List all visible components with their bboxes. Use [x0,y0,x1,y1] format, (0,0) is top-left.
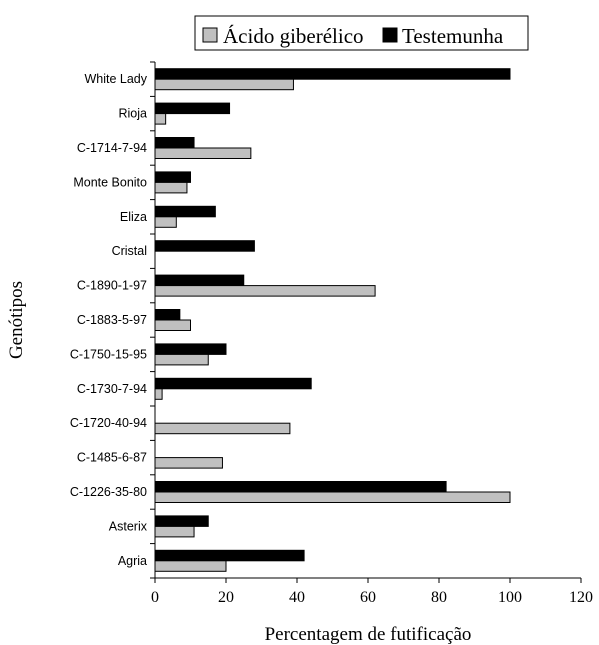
bar-acido-giberelico-c-1720-40-94 [154,422,291,435]
x-tick-label-100: 100 [498,589,522,606]
x-axis-title: Percentagem de futificação [265,624,472,645]
category-label-white-lady: White Lady [84,72,147,86]
category-label-c-1883-5-97: C-1883-5-97 [77,313,147,327]
category-label-c-1890-1-97: C-1890-1-97 [77,279,147,293]
legend: Ácido giberélico Testemunha [194,15,529,51]
x-tick-label-20: 20 [218,589,234,606]
bar-testemunha-c-1714-7-94 [154,137,195,149]
bar-acido-giberelico-c-1730-7-94 [154,388,163,400]
bar-testemunha-agria [154,549,305,562]
bar-testemunha-cristal [154,240,255,252]
bar-acido-giberelico-eliza [154,216,177,228]
category-label-monte-bonito: Monte Bonito [73,175,147,189]
x-tick-label-80: 80 [431,589,447,606]
bar-acido-giberelico-c-1890-1-97 [154,285,376,297]
bar-acido-giberelico-rioja [154,113,167,125]
bar-testemunha-eliza [154,205,216,218]
x-tick-label-60: 60 [360,589,376,606]
legend-label-acido-giberelico: Ácido giberélico [223,24,364,48]
x-tick-label-0: 0 [151,589,159,606]
x-tick-label-40: 40 [289,589,305,606]
bar-testemunha-white-lady [154,68,511,80]
bar-acido-giberelico-c-1883-5-97 [154,319,191,331]
legend-swatch-acido-giberelico [202,27,218,43]
bar-testemunha-c-1226-35-80 [154,481,447,493]
bar-acido-giberelico-agria [154,560,227,572]
bar-testemunha-asterix [154,515,209,527]
bar-testemunha-c-1890-1-97 [154,274,245,287]
category-label-asterix: Asterix [109,519,148,533]
x-tick-label-120: 120 [569,589,593,606]
bar-testemunha-c-1730-7-94 [154,377,312,390]
category-label-c-1485-6-87: C-1485-6-87 [77,451,147,465]
legend-swatch-testemunha [382,27,398,43]
bar-testemunha-monte-bonito [154,171,191,183]
category-label-cristal: Cristal [112,244,147,258]
bars-group [154,68,511,572]
bar-acido-giberelico-c-1714-7-94 [154,147,252,159]
bar-acido-giberelico-white-lady [154,78,294,91]
category-label-c-1730-7-94: C-1730-7-94 [77,382,147,396]
bar-acido-giberelico-c-1750-15-95 [154,353,209,366]
bar-acido-giberelico-c-1226-35-80 [154,491,511,503]
legend-box [194,15,529,51]
x-axis-ticks: 0 20 40 60 80 100 120 [151,578,593,606]
category-label-c-1714-7-94: C-1714-7-94 [77,141,147,155]
legend-label-testemunha: Testemunha [402,24,504,48]
category-label-c-1226-35-80: C-1226-35-80 [70,485,147,499]
bar-testemunha-c-1750-15-95 [154,343,227,355]
category-labels: White Lady Rioja C-1714-7-94 Monte Bonito El… [70,61,155,579]
category-label-eliza: Eliza [120,210,147,224]
category-label-c-1720-40-94: C-1720-40-94 [70,416,147,430]
bar-testemunha-rioja [154,102,231,115]
category-label-rioja: Rioja [119,107,148,121]
bar-acido-giberelico-asterix [154,525,195,538]
bar-acido-giberelico-monte-bonito [154,181,188,194]
category-label-agria: Agria [118,554,147,568]
bar-testemunha-c-1883-5-97 [154,309,181,321]
bar-acido-giberelico-c-1485-6-87 [154,457,223,469]
category-label-c-1750-15-95: C-1750-15-95 [70,347,147,361]
y-axis-title: Genótipos [6,281,27,359]
